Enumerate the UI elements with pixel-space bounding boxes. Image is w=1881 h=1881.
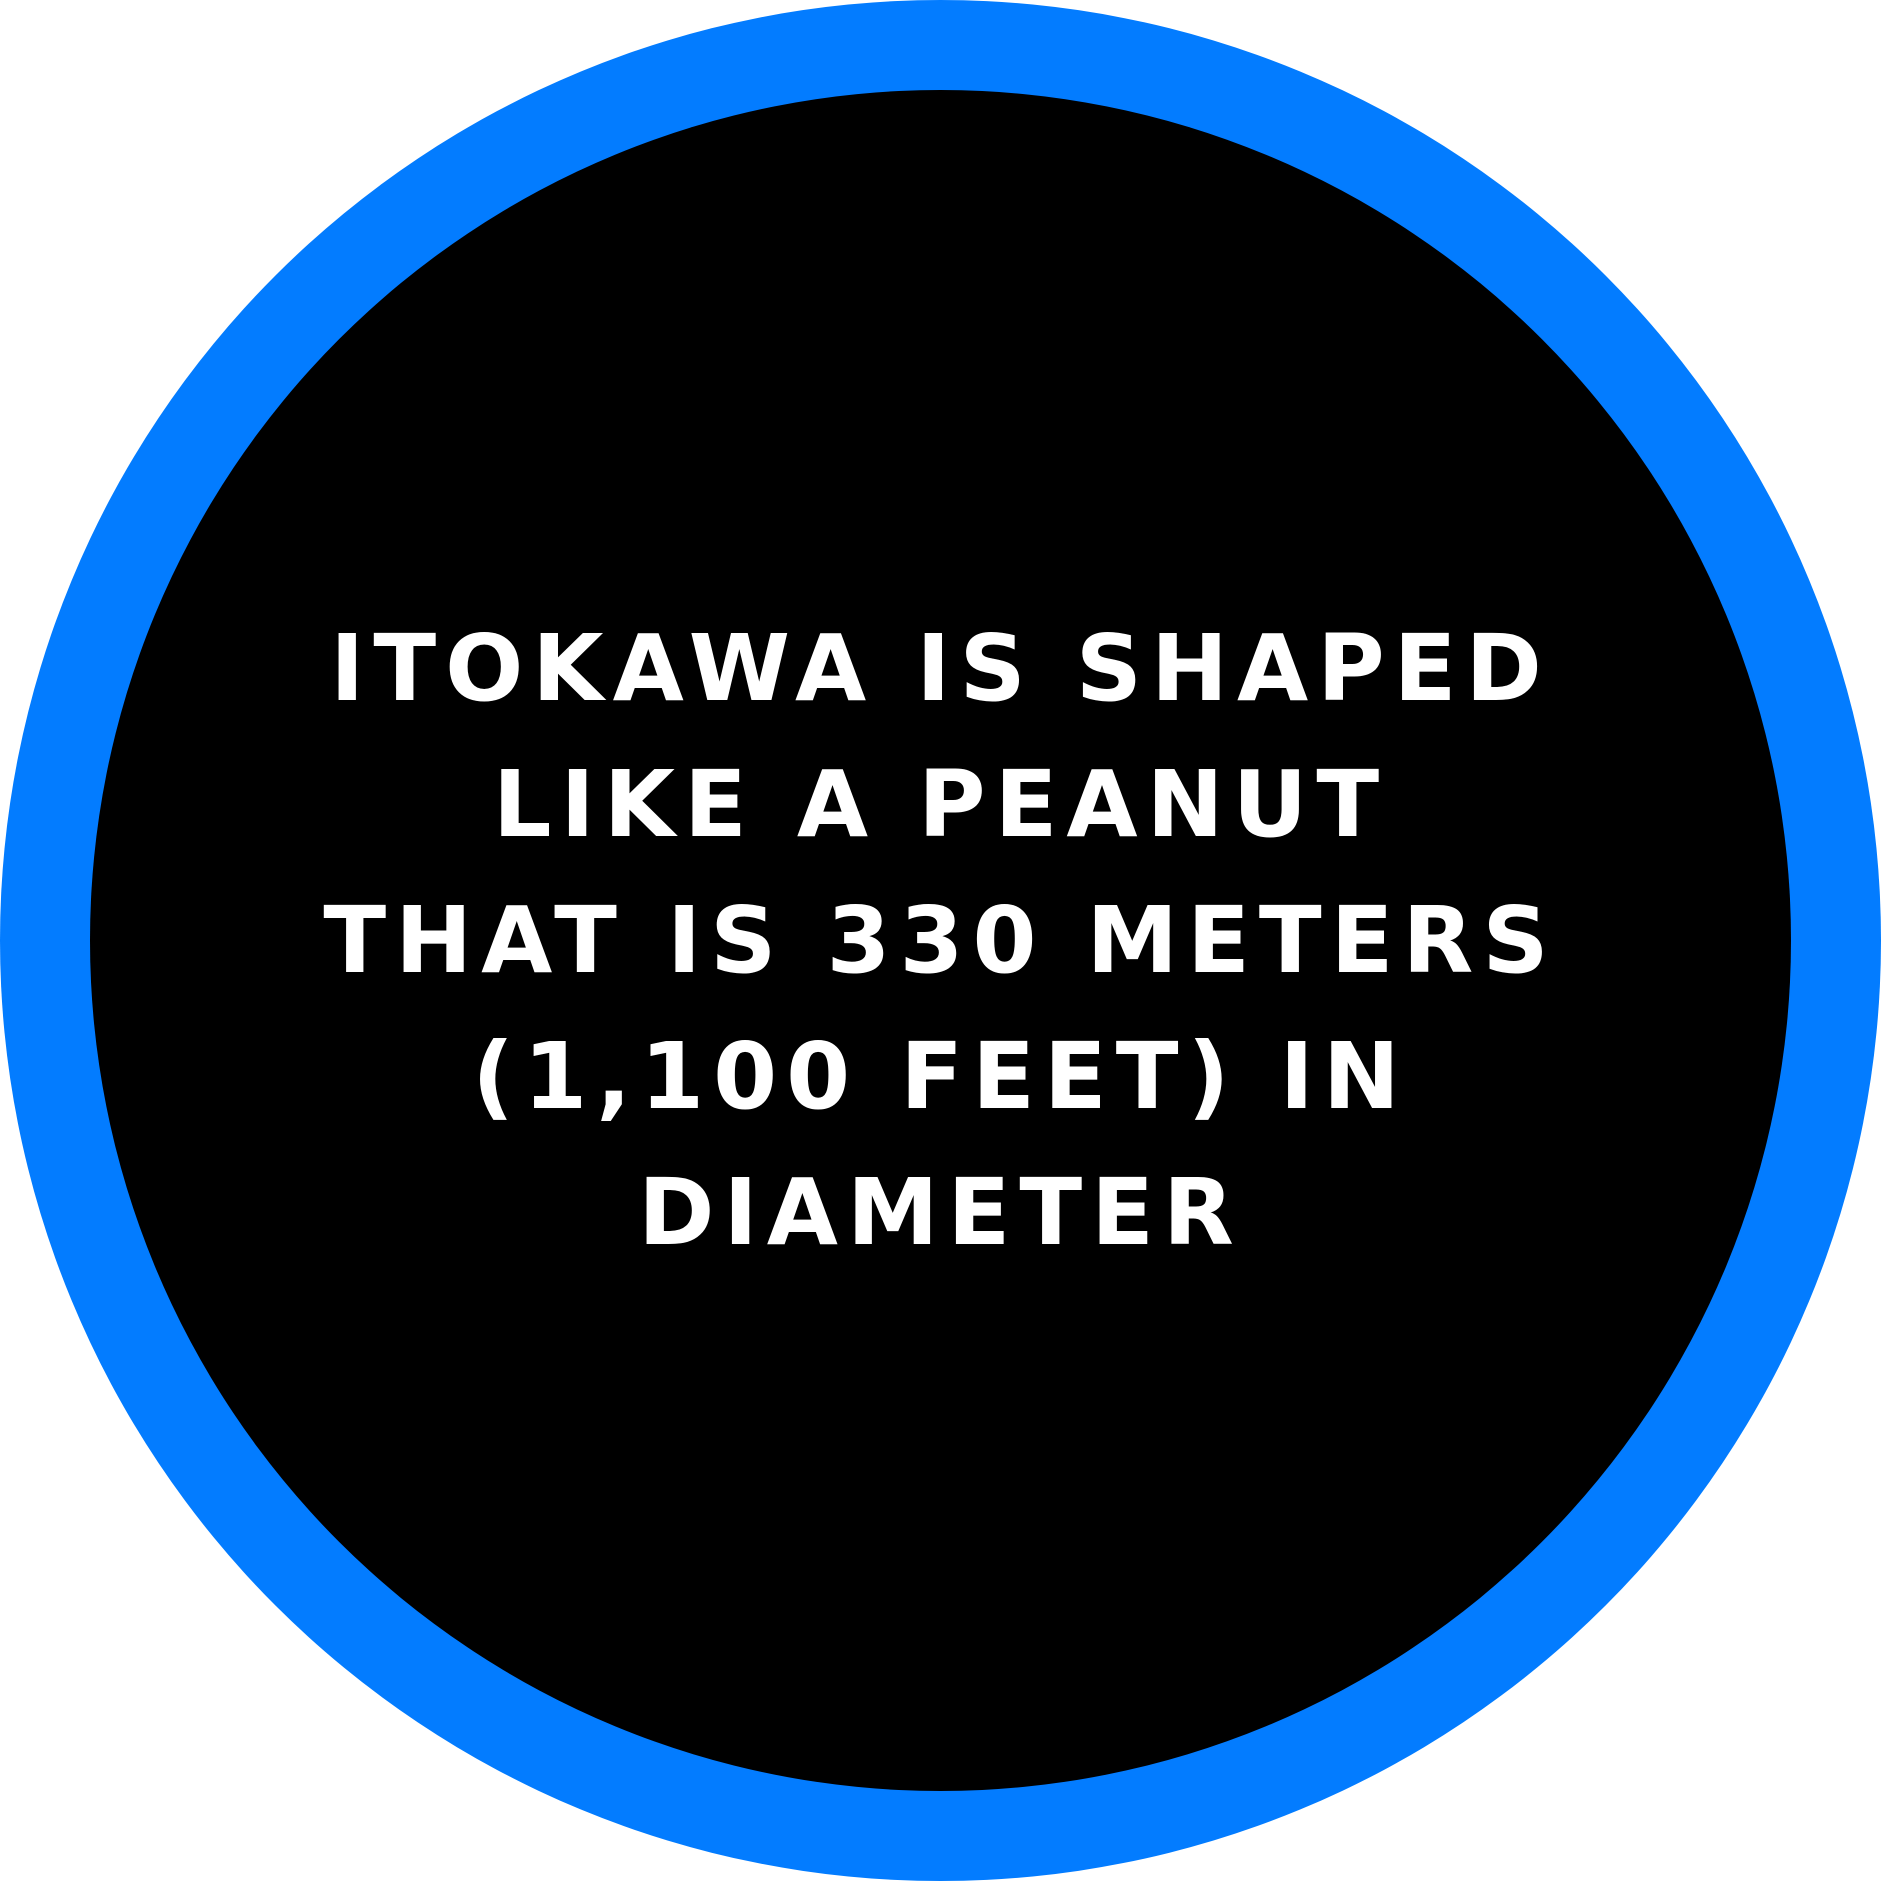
fact-line: LIKE A PEANUT bbox=[492, 750, 1389, 858]
fact-line: (1,100 FEET) IN bbox=[472, 1022, 1409, 1130]
fact-line: DIAMETER bbox=[638, 1158, 1243, 1266]
black-disc: ITOKAWA IS SHAPED LIKE A PEANUT THAT IS … bbox=[90, 90, 1791, 1791]
fact-line: ITOKAWA IS SHAPED bbox=[330, 614, 1551, 722]
fact-text: ITOKAWA IS SHAPED LIKE A PEANUT THAT IS … bbox=[323, 601, 1557, 1281]
fact-line: THAT IS 330 METERS bbox=[323, 886, 1558, 994]
